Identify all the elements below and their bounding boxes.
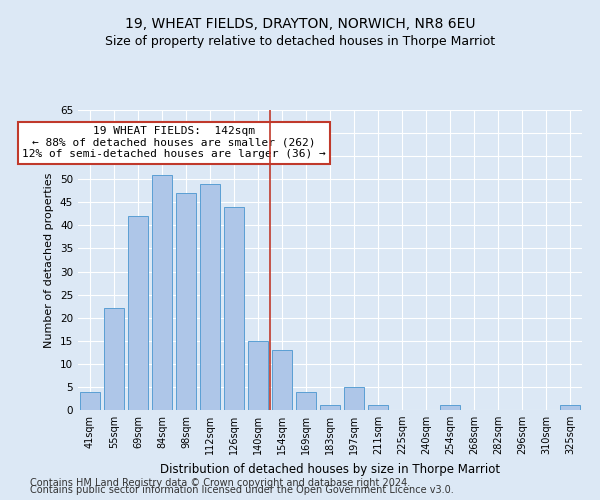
Bar xyxy=(344,387,364,410)
Y-axis label: Number of detached properties: Number of detached properties xyxy=(44,172,55,348)
Text: Distribution of detached houses by size in Thorpe Marriot: Distribution of detached houses by size … xyxy=(160,464,500,476)
Bar xyxy=(104,308,124,410)
Bar xyxy=(440,406,460,410)
Text: 19, WHEAT FIELDS, DRAYTON, NORWICH, NR8 6EU: 19, WHEAT FIELDS, DRAYTON, NORWICH, NR8 … xyxy=(125,18,475,32)
Bar xyxy=(248,341,268,410)
Bar xyxy=(272,350,292,410)
Bar xyxy=(176,193,196,410)
Text: 19 WHEAT FIELDS:  142sqm
← 88% of detached houses are smaller (262)
12% of semi-: 19 WHEAT FIELDS: 142sqm ← 88% of detache… xyxy=(22,126,326,160)
Bar xyxy=(560,406,580,410)
Bar xyxy=(296,392,316,410)
Bar xyxy=(200,184,220,410)
Text: Contains public sector information licensed under the Open Government Licence v3: Contains public sector information licen… xyxy=(30,485,454,495)
Bar xyxy=(128,216,148,410)
Bar xyxy=(80,392,100,410)
Bar xyxy=(152,174,172,410)
Bar xyxy=(224,207,244,410)
Bar xyxy=(320,406,340,410)
Text: Contains HM Land Registry data © Crown copyright and database right 2024.: Contains HM Land Registry data © Crown c… xyxy=(30,478,410,488)
Bar xyxy=(368,406,388,410)
Text: Size of property relative to detached houses in Thorpe Marriot: Size of property relative to detached ho… xyxy=(105,35,495,48)
